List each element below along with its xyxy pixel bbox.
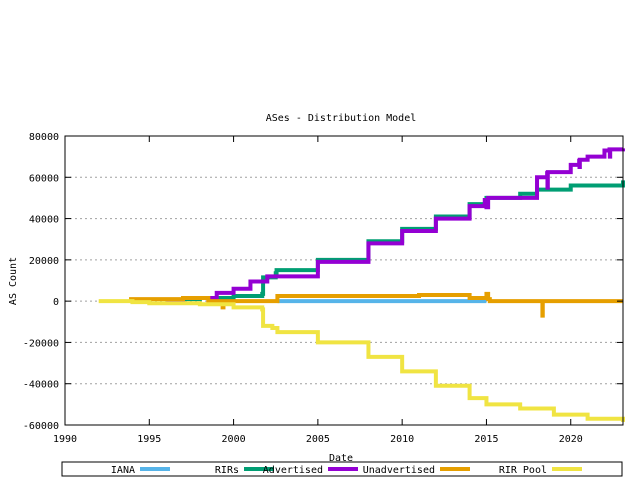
series-group [98,147,625,422]
x-tick-label: 1995 [137,434,161,445]
legend-label: Unadvertised [363,465,435,476]
legend-box [61,461,623,477]
x-tick-label: 2020 [559,434,583,445]
y-tick-label: 80000 [29,132,59,143]
x-tick-label: 2010 [390,434,414,445]
y-tick-label: -60000 [23,421,59,432]
series-line-rir-pool [98,299,625,422]
y-tick-label: 40000 [29,215,59,226]
x-tick-label: 2015 [474,434,498,445]
y-tick-label: 20000 [29,256,59,267]
x-tick-label: 2005 [306,434,330,445]
y-tick-label: -40000 [23,380,59,391]
x-tick-label: 2000 [222,434,246,445]
y-tick-label: -20000 [23,338,59,349]
y-tick-label: 60000 [29,173,59,184]
legend: IANA RIRs Advertised Unadvertised RIR Pool [111,465,582,476]
grid [65,176,623,385]
plot-border [64,135,624,426]
x-tick-label: 1990 [53,434,77,445]
legend-label: Advertised [263,465,323,476]
series-line-rirs [183,180,625,302]
legend-label: RIR Pool [499,465,547,476]
chart-title: ASes - Distribution Model [266,113,417,124]
axis-ticks: -60000 -40000 -20000 0 20000 40000 60000 80000 1… [23,132,623,445]
series-line-unadvertised [129,291,623,318]
legend-label: RIRs [215,465,239,476]
y-tick-label: 0 [53,297,59,308]
x-axis-label: Date [329,453,353,464]
y-axis-label: AS Count [8,257,19,305]
series-line-advertised [166,147,625,304]
legend-label: IANA [111,465,135,476]
